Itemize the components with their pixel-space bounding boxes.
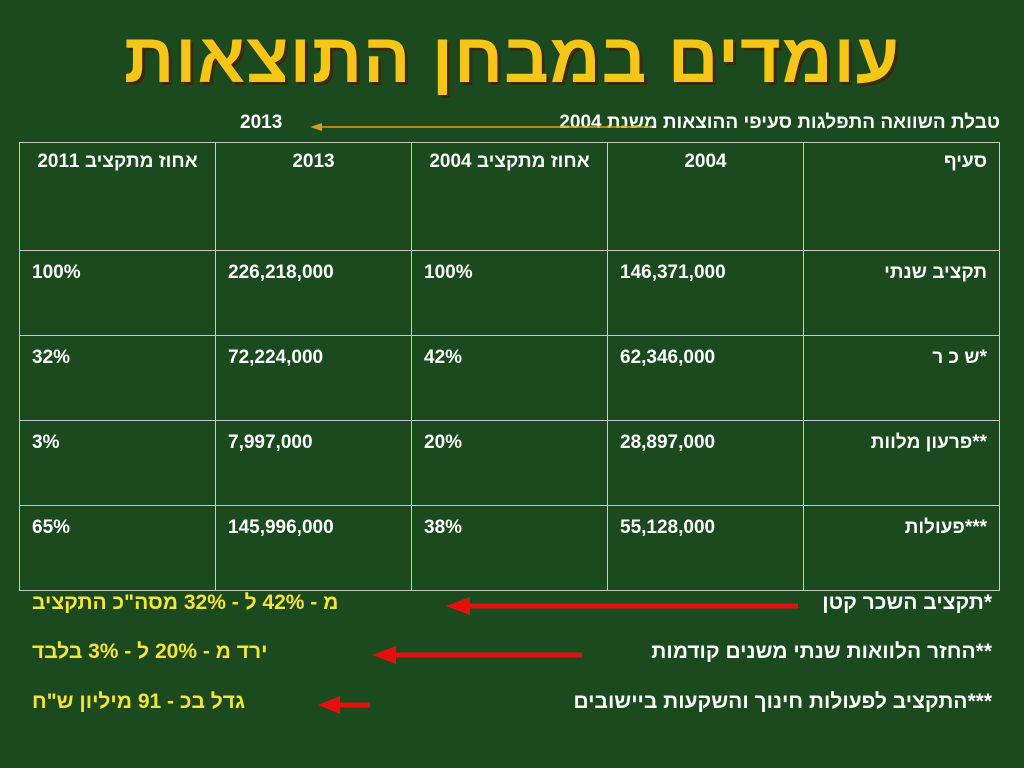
note-detail: ירד מ - 20% ל - 3% בלבד [32, 640, 268, 663]
cell-percent-2004: 42% [411, 335, 608, 421]
row-label: **פרעון מלוות [803, 420, 1000, 506]
arrow-left-icon [446, 597, 798, 615]
note-detail: גדל בכ - 91 מיליון ש"ח [32, 690, 246, 713]
row-label: תקציב שנתי [803, 250, 1000, 336]
header-section: סעיף [803, 142, 1000, 251]
arrow-left-icon [310, 123, 652, 131]
cell-2004: 62,346,000 [607, 335, 804, 421]
cell-percent-2004: 20% [411, 420, 608, 506]
note-label: **החזר הלוואות שנתי משנים קודמות [651, 640, 992, 663]
cell-percent-2004: 100% [411, 250, 608, 336]
note-salary: *תקציב השכר קטן מ - 42% ל - 32% מסה"כ הת… [32, 591, 992, 621]
cell-2004: 146,371,000 [607, 250, 804, 336]
table-caption: טבלת השוואה התפלגות סעיפי ההוצאות משנת 2… [240, 112, 1000, 138]
table-caption-year: 2013 [240, 112, 283, 133]
cell-2013: 7,997,000 [215, 420, 412, 506]
row-label: ***פעולות [803, 505, 1000, 591]
note-detail: מ - 42% ל - 32% מסה"כ התקציב [32, 591, 339, 614]
cell-percent-2011: 32% [19, 335, 216, 421]
table-row: *ש כ ר 62,346,000 42% 72,224,000 32% [19, 335, 1000, 421]
header-2013: 2013 [215, 142, 412, 251]
page-title: עומדים במבחן התוצאות [124, 19, 900, 97]
note-activities: ***התקציב לפעולות חינוך והשקעות ביישובים… [32, 690, 992, 720]
cell-percent-2011: 65% [19, 505, 216, 591]
header-percent-2004: אחוז מתקציב 2004 [411, 142, 608, 251]
table-row: ***פעולות 55,128,000 38% 145,996,000 65% [19, 505, 1000, 591]
cell-percent-2004: 38% [411, 505, 608, 591]
cell-2004: 28,897,000 [607, 420, 804, 506]
cell-2013: 226,218,000 [215, 250, 412, 336]
budget-comparison-table: סעיף 2004 אחוז מתקציב 2004 2013 אחוז מתק… [19, 142, 1000, 591]
note-label: ***התקציב לפעולות חינוך והשקעות ביישובים [573, 690, 992, 713]
table-header-row: סעיף 2004 אחוז מתקציב 2004 2013 אחוז מתק… [19, 142, 1000, 251]
note-label: *תקציב השכר קטן [822, 591, 992, 614]
cell-2013: 72,224,000 [215, 335, 412, 421]
note-loans: **החזר הלוואות שנתי משנים קודמות ירד מ -… [32, 640, 992, 670]
cell-percent-2011: 100% [19, 250, 216, 336]
arrow-left-icon [318, 696, 370, 714]
row-label: *ש כ ר [803, 335, 1000, 421]
arrow-left-icon [372, 646, 582, 664]
cell-percent-2011: 3% [19, 420, 216, 506]
header-2004: 2004 [607, 142, 804, 251]
cell-2013: 145,996,000 [215, 505, 412, 591]
header-percent-2011: אחוז מתקציב 2011 [19, 142, 216, 251]
cell-2004: 55,128,000 [607, 505, 804, 591]
table-row: תקציב שנתי 146,371,000 100% 226,218,000 … [19, 250, 1000, 336]
table-row: **פרעון מלוות 28,897,000 20% 7,997,000 3… [19, 420, 1000, 506]
